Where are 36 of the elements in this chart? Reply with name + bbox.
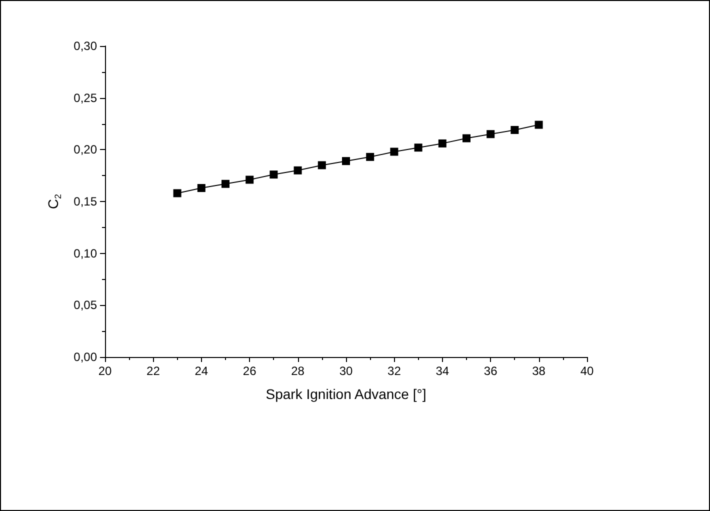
x-tick-label: 20: [98, 364, 112, 378]
point: [246, 176, 254, 184]
x-tick-label: 32: [388, 364, 402, 378]
y-axis-title: C2: [45, 194, 64, 210]
point: [342, 157, 350, 166]
x-tick-label: 40: [580, 364, 594, 378]
y-tick-label: 0,20: [74, 142, 98, 157]
x-tick-label: 38: [532, 364, 546, 378]
point: [173, 189, 182, 198]
x-tick-label: 28: [291, 364, 305, 378]
point: [534, 120, 543, 129]
x-tick-label: 34: [436, 364, 450, 378]
point: [390, 148, 398, 156]
point: [318, 161, 326, 170]
point: [510, 126, 519, 134]
point: [486, 130, 495, 138]
point: [222, 180, 230, 188]
point: [462, 134, 470, 142]
x-tick-label: 26: [242, 364, 257, 378]
x-tick-label: 36: [484, 364, 498, 378]
point: [414, 144, 422, 152]
y-tick-label: 0,15: [74, 194, 98, 208]
x-tick-label: 30: [339, 364, 353, 378]
x-tick-label: 22: [146, 364, 160, 378]
point: [438, 139, 446, 148]
y-tick-label: 0,05: [74, 298, 98, 312]
point: [197, 184, 206, 192]
y-tick-label: 0,25: [74, 90, 98, 105]
point: [294, 166, 302, 174]
point: [270, 170, 278, 179]
point: [366, 152, 374, 161]
x-axis-title: Spark Ignition Advance [°]: [266, 386, 426, 402]
x-tick-label: 24: [194, 364, 208, 378]
y-tick-label: 0,00: [74, 350, 98, 364]
y-tick-label: 0,30: [74, 39, 98, 53]
y-tick-label: 0,10: [74, 246, 98, 260]
